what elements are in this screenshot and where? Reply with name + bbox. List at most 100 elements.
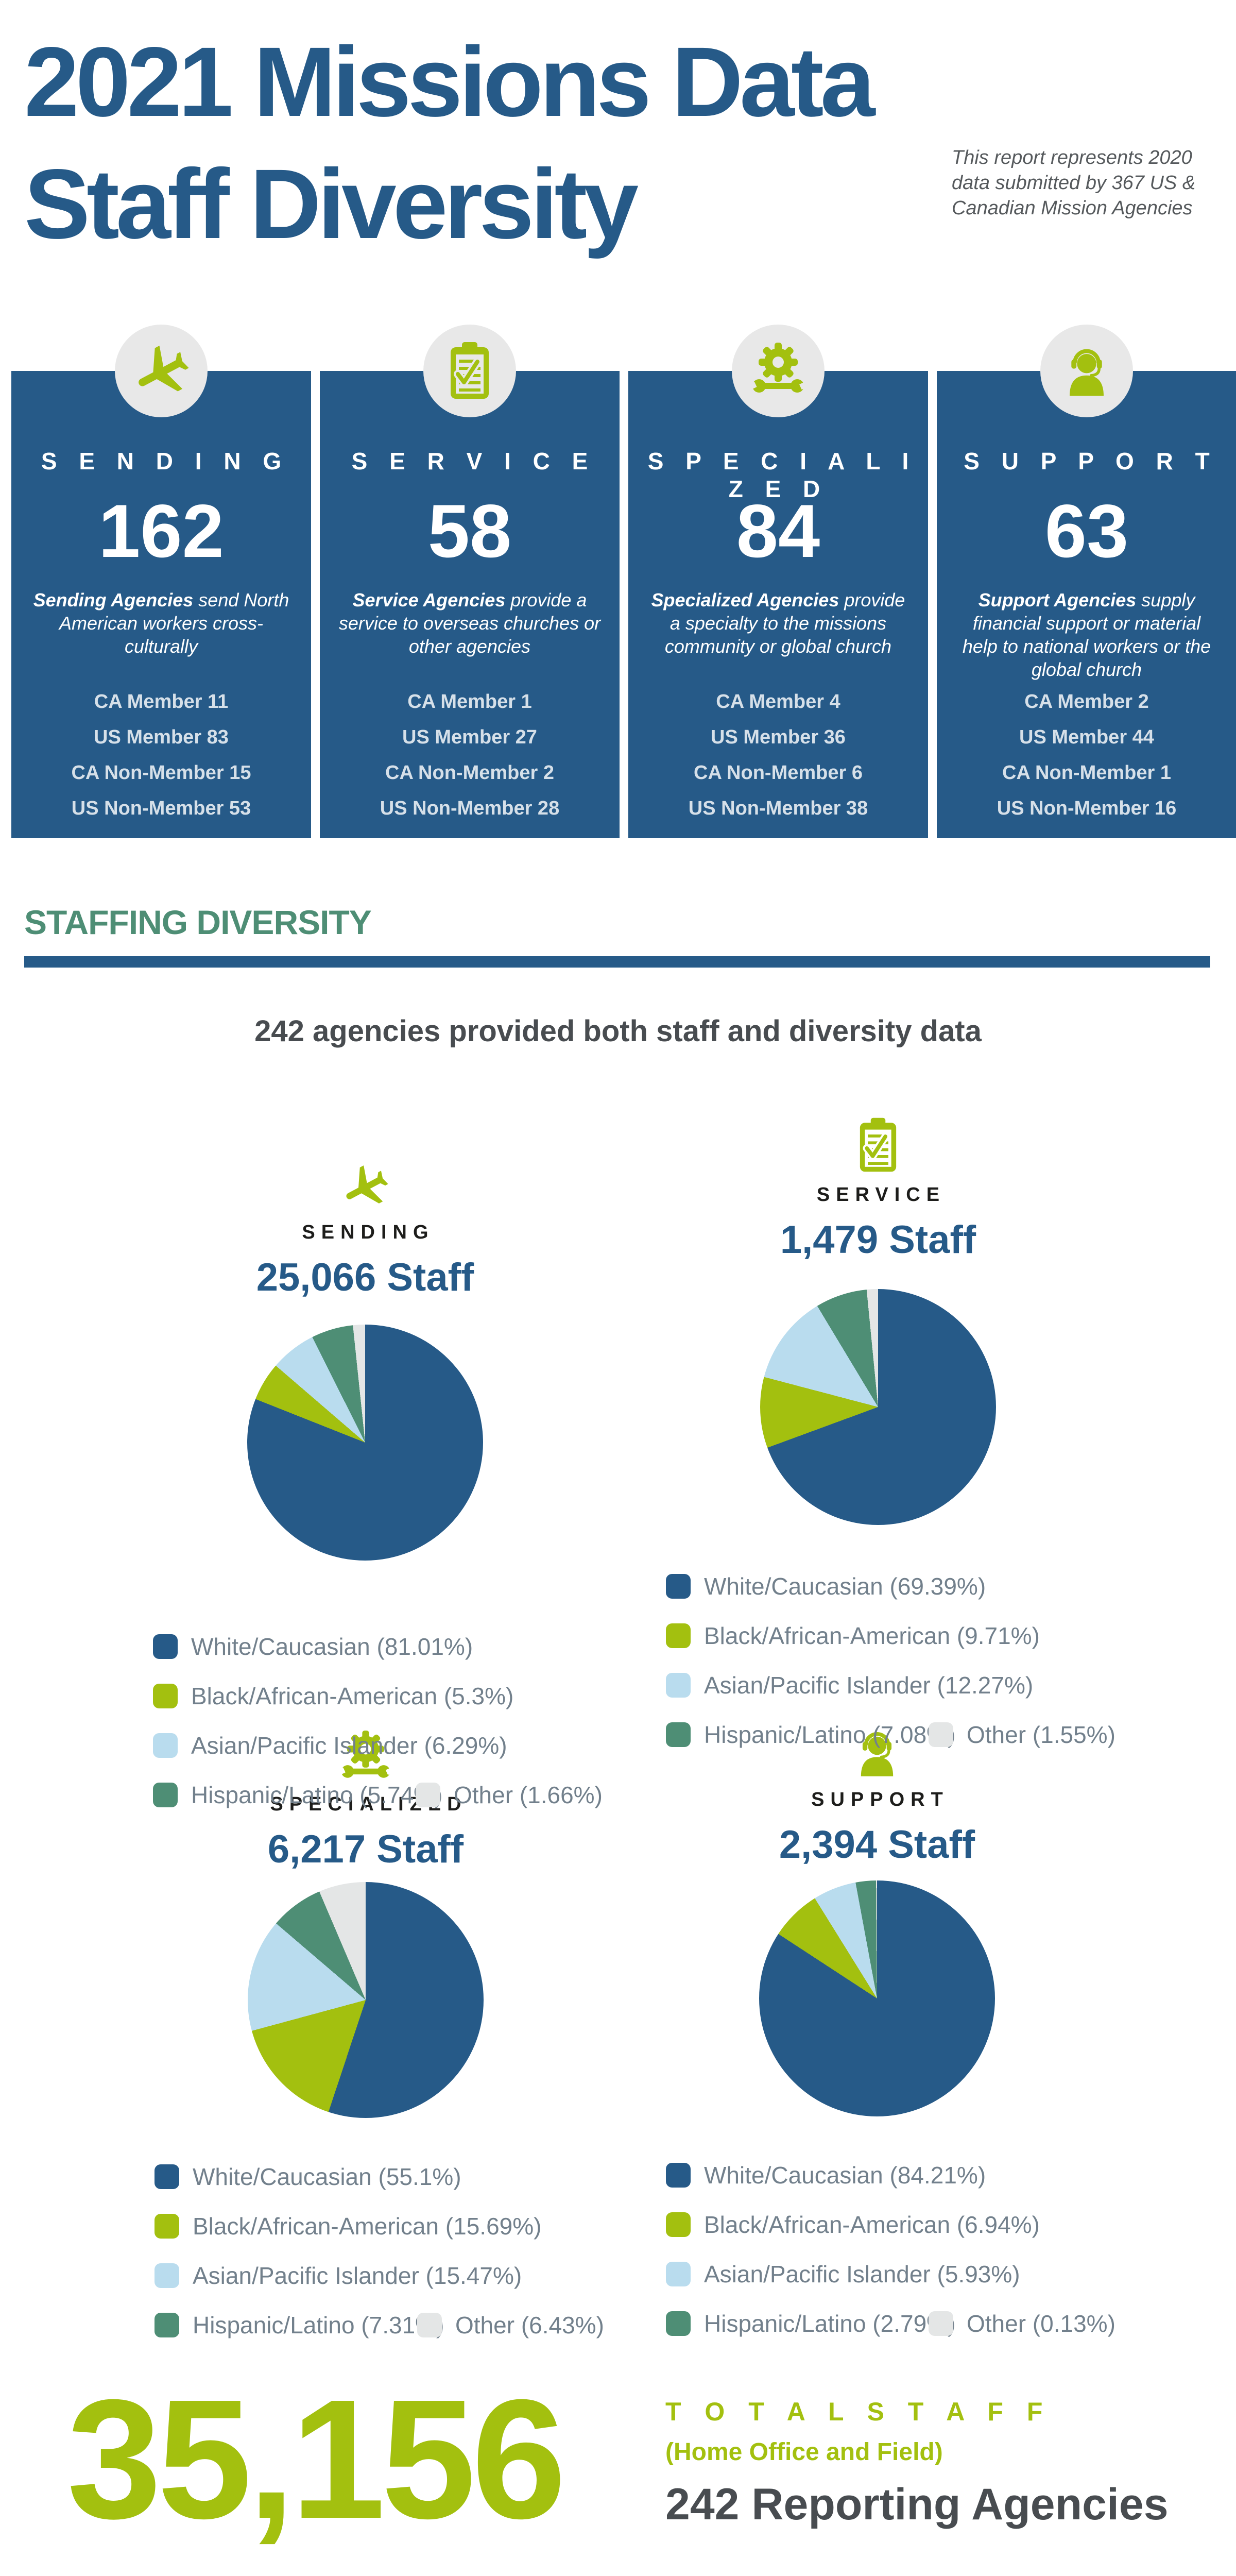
legend-row: Hispanic/Latino (2.79%) Other (0.13%) <box>666 2310 1181 2337</box>
card-icon-circle <box>115 325 208 417</box>
legend-row: Hispanic/Latino (7.31%) Other (6.43%) <box>154 2312 670 2338</box>
card-member-row: CA Non-Member 2 <box>385 762 554 784</box>
legend-item: Other (1.55%) <box>929 1721 1115 1749</box>
card-member-row: US Non-Member 28 <box>380 798 560 819</box>
page-title-line1: 2021 Missions Data <box>24 26 875 137</box>
legend-item: Asian/Pacific Islander (15.47%) <box>154 2262 522 2290</box>
card-member-row: US Non-Member 16 <box>997 798 1177 819</box>
legend-row: White/Caucasian (84.21%) <box>666 2161 1181 2189</box>
legend-item: Asian/Pacific Islander (12.27%) <box>666 1671 1033 1699</box>
card-member-row: US Member 27 <box>402 726 537 748</box>
legend-label: Other (6.43%) <box>455 2312 604 2338</box>
pie-legend-specialized: White/Caucasian (55.1%) Black/African-Ame… <box>154 2163 670 2362</box>
legend-item: Black/African-American (6.94%) <box>666 2211 1040 2239</box>
card-member-list: CA Member 1 US Member 27 CA Non-Member 2… <box>320 684 620 826</box>
card-title: S E R V I C E <box>351 448 596 474</box>
legend-row: Asian/Pacific Islander (12.27%) <box>666 1671 1181 1699</box>
legend-item: White/Caucasian (84.21%) <box>666 2161 986 2189</box>
legend-swatch <box>417 2313 442 2337</box>
card-icon-circle <box>732 325 825 417</box>
reporting-agencies: 242 Reporting Agencies <box>665 2480 1169 2529</box>
card-member-row: US Non-Member 38 <box>688 798 868 819</box>
legend-label: Black/African-American (5.3%) <box>191 1683 514 1709</box>
legend-item: Other (1.66%) <box>416 1781 603 1809</box>
card-member-row: CA Non-Member 1 <box>1002 762 1171 784</box>
agency-card-service: S E R V I C E 58 Service Agencies provid… <box>320 325 620 838</box>
pie-group-label: SERVICE <box>816 1184 946 1206</box>
legend-row: Asian/Pacific Islander (6.29%) <box>153 1732 668 1759</box>
card-member-row: US Member 36 <box>711 726 846 748</box>
legend-row: Hispanic/Latino (5.74%) Other (1.66%) <box>153 1781 668 1809</box>
card-member-row: CA Non-Member 15 <box>71 762 251 784</box>
total-staff-number: 35,156 <box>67 2364 566 2554</box>
legend-swatch <box>666 1623 691 1648</box>
section-subheading: 242 agencies provided both staff and div… <box>254 1014 982 1048</box>
legend-label: White/Caucasian (55.1%) <box>193 2163 461 2190</box>
clipboard-icon <box>698 1114 1058 1175</box>
legend-row: Black/African-American (6.94%) <box>666 2211 1181 2239</box>
legend-item: Hispanic/Latino (7.08%) <box>666 1721 955 1749</box>
card-member-list: CA Member 2 US Member 44 CA Non-Member 1… <box>937 684 1236 826</box>
legend-swatch <box>666 1673 691 1698</box>
legend-label: White/Caucasian (81.01%) <box>191 1633 473 1660</box>
legend-swatch <box>666 1574 691 1599</box>
agency-card-specialized: S P E C I A L I Z E D 84 Specialized Age… <box>628 325 928 838</box>
pie-chart-support <box>759 1880 995 2116</box>
card-count: 63 <box>1044 489 1129 573</box>
legend-swatch <box>666 2212 691 2237</box>
legend-item: White/Caucasian (81.01%) <box>153 1633 473 1660</box>
legend-label: Hispanic/Latino (7.08%) <box>704 1721 956 1748</box>
legend-item: Black/African-American (5.3%) <box>153 1682 513 1710</box>
pie-group-sending: SENDING 25,066 Staff <box>185 1151 545 1300</box>
card-member-row: US Member 83 <box>94 726 229 748</box>
legend-swatch <box>154 2263 179 2288</box>
card-description: Specialized Agencies provide a specialty… <box>646 588 910 658</box>
card-member-row: CA Member 11 <box>94 691 229 713</box>
pie-chart-service <box>760 1289 996 1525</box>
legend-label: Hispanic/Latino (5.74%) <box>191 1782 443 1808</box>
card-icon-circle <box>1040 325 1133 417</box>
card-description-lead: Specialized Agencies <box>651 589 839 611</box>
pie-group-label: SENDING <box>302 1222 435 1243</box>
legend-swatch <box>666 2311 691 2336</box>
legend-label: Hispanic/Latino (2.79%) <box>704 2310 956 2337</box>
legend-label: White/Caucasian (84.21%) <box>704 2162 986 2189</box>
legend-swatch <box>666 2262 691 2286</box>
card-count: 84 <box>736 489 820 573</box>
legend-item: Other (0.13%) <box>929 2310 1115 2337</box>
card-description: Support Agencies supply financial suppor… <box>955 588 1218 681</box>
agency-card-sending: S E N D I N G 162 Sending Agencies send … <box>11 325 311 838</box>
legend-row: Asian/Pacific Islander (15.47%) <box>154 2262 670 2290</box>
plane-icon <box>185 1151 545 1212</box>
legend-row: Black/African-American (5.3%) <box>153 1682 668 1710</box>
legend-label: Hispanic/Latino (7.31%) <box>193 2312 444 2338</box>
legend-label: Other (1.55%) <box>967 1721 1115 1748</box>
legend-label: White/Caucasian (69.39%) <box>704 1573 986 1600</box>
card-description: Service Agencies provide a service to ov… <box>338 588 602 658</box>
card-description-rest: supply financial support or material hel… <box>962 589 1211 680</box>
pie-staff-count: 6,217 Staff <box>267 1827 464 1871</box>
card-description-lead: Service Agencies <box>352 589 506 611</box>
pie-legend-service: White/Caucasian (69.39%) Black/African-Am… <box>666 1573 1181 1772</box>
legend-label: Other (0.13%) <box>967 2310 1115 2337</box>
legend-swatch <box>153 1733 178 1758</box>
legend-item: Black/African-American (9.71%) <box>666 1622 1040 1650</box>
legend-label: Asian/Pacific Islander (15.47%) <box>193 2262 522 2289</box>
legend-row: Black/African-American (9.71%) <box>666 1622 1181 1650</box>
card-member-row: CA Member 1 <box>407 691 532 713</box>
pie-legend-sending: White/Caucasian (81.01%) Black/African-Am… <box>153 1633 668 1832</box>
legend-swatch <box>154 2214 179 2239</box>
card-title: S P E C I A L I Z E D <box>647 448 917 502</box>
total-staff-sublabel: (Home Office and Field) <box>665 2438 943 2466</box>
legend-label: Black/African-American (6.94%) <box>704 2211 1040 2238</box>
legend-row: Hispanic/Latino (7.08%) Other (1.55%) <box>666 1721 1181 1749</box>
card-count: 58 <box>427 489 512 573</box>
gear-wrench-icon <box>750 343 806 393</box>
clipboard-icon <box>451 342 489 399</box>
legend-swatch <box>153 1783 178 1807</box>
gear-wrench-icon <box>185 1723 546 1784</box>
card-description-rest: provide a specialty to the missions comm… <box>664 589 905 657</box>
card-member-row: US Non-Member 53 <box>71 798 251 819</box>
pie-staff-count: 25,066 Staff <box>256 1256 474 1299</box>
legend-row: White/Caucasian (55.1%) <box>154 2163 670 2190</box>
